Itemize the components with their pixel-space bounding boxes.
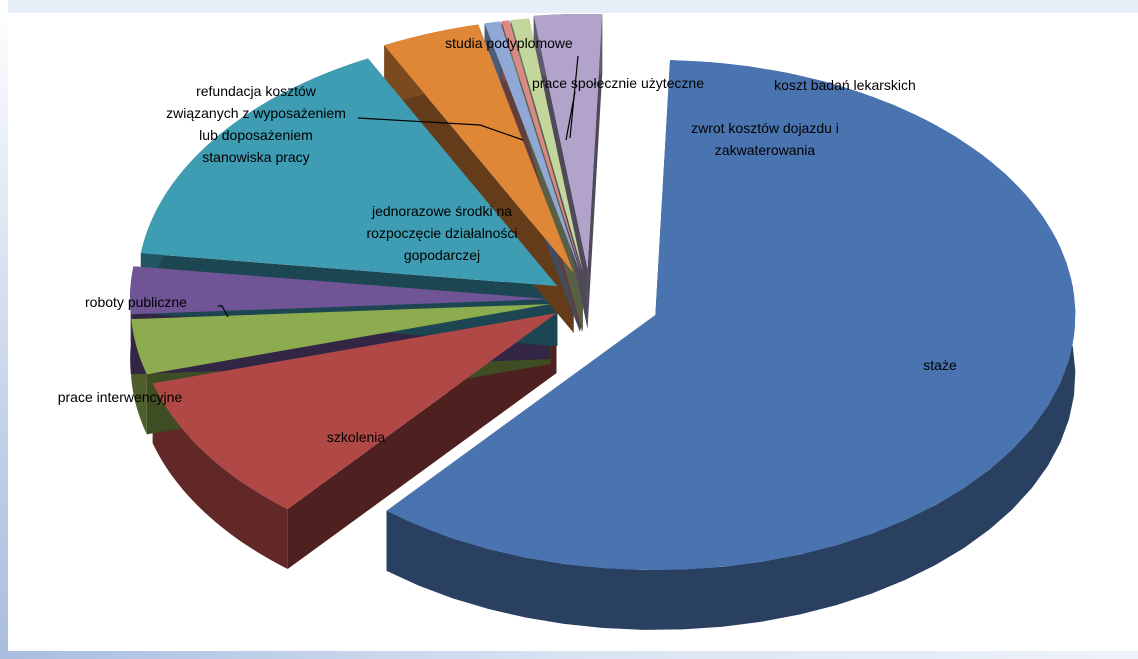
pie-slice-4 (140, 58, 558, 287)
slice-label-3: roboty publiczne (85, 294, 187, 310)
slice-label-5: refundacja kosztów związanych z wyposażen… (166, 83, 346, 165)
pie-slice-0 (386, 60, 1076, 570)
pie-slice-9 (533, 13, 603, 269)
slice-label-0: staże (923, 357, 957, 373)
slice-label-9: zwrot kosztów dojazdu i zakwaterowania (691, 120, 839, 158)
pie-chart: staże szkolenia prace interwencyjne roboty … (58, 13, 1076, 630)
slice-wall-0 (386, 60, 1076, 630)
pie-slice-2 (131, 304, 551, 375)
slice-label-4: jednorazowe środki na rozpoczęcie działal… (367, 203, 518, 263)
slice-label-1: szkolenia (327, 429, 386, 445)
leader-line-7 (565, 91, 576, 141)
pie-slice-3 (130, 266, 551, 315)
chart-plot-area: staże szkolenia prace interwencyjne roboty … (8, 13, 1130, 651)
leader-line-5 (357, 117, 524, 141)
pie-slice-8 (510, 18, 583, 272)
pie-slice-6 (484, 21, 580, 272)
slice-label-8: koszt badań lekarskich (774, 77, 916, 93)
slice-side-9-1 (587, 13, 603, 329)
slice-label-7: prace społecznie użyteczne (532, 75, 704, 91)
slice-wall-1 (152, 383, 288, 570)
pie-slice-7 (501, 20, 582, 272)
chart-frame-bottom (0, 651, 1138, 659)
pie-slice-5 (384, 24, 574, 273)
leader-line-3 (218, 305, 229, 318)
pie-slice-1 (152, 313, 557, 510)
chart-frame-left (0, 0, 8, 659)
slice-label-2: prace interwencyjne (58, 389, 183, 405)
slice-label-6: studia podyplomowe (445, 35, 573, 51)
